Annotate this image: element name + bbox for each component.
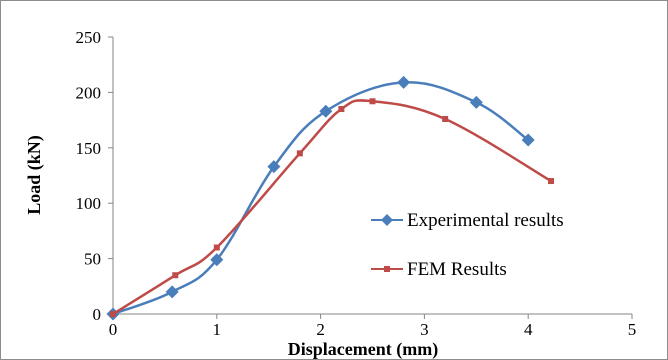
x-axis-title: Displacement (mm) [288,339,438,359]
x-tick-label: 0 [109,320,118,339]
y-tick-label: 200 [76,83,102,102]
data-point [210,253,224,267]
data-point [338,106,345,113]
x-tick-label: 2 [316,320,325,339]
data-point [548,178,555,185]
series-layer [106,75,555,321]
y-tick-label: 50 [84,250,101,269]
y-axis-ticks: 0 50 100 150 200 250 [76,28,113,324]
data-point [469,95,483,109]
x-axis-ticks: 0 1 2 3 4 5 [109,314,637,339]
y-tick-label: 150 [76,139,102,158]
y-tick-label: 0 [93,305,102,324]
legend-label-experimental: Experimental results [407,210,564,231]
x-tick-label: 5 [628,320,637,339]
legend: Experimental results FEM Results [371,210,564,280]
data-point [369,98,376,105]
data-point [442,115,449,122]
x-tick-label: 1 [213,320,222,339]
data-point [172,272,179,279]
data-point [521,133,535,147]
data-point [319,104,333,118]
data-point [296,150,303,157]
legend-marker-experimental [381,214,393,226]
y-tick-label: 250 [76,28,102,47]
series-fem [110,98,555,317]
legend-label-fem: FEM Results [407,259,507,280]
series-line-experimental [112,81,529,316]
data-point [165,285,179,299]
x-tick-label: 4 [524,320,533,339]
data-point [110,311,116,317]
data-point [397,75,411,89]
y-tick-label: 100 [76,194,102,213]
data-point [213,244,220,251]
y-axis-title: Load (kN) [24,135,45,215]
legend-marker-fem [384,266,390,272]
x-tick-label: 3 [420,320,429,339]
series-line-fem [112,99,552,316]
series-experimental [106,75,535,321]
data-point [267,160,281,174]
